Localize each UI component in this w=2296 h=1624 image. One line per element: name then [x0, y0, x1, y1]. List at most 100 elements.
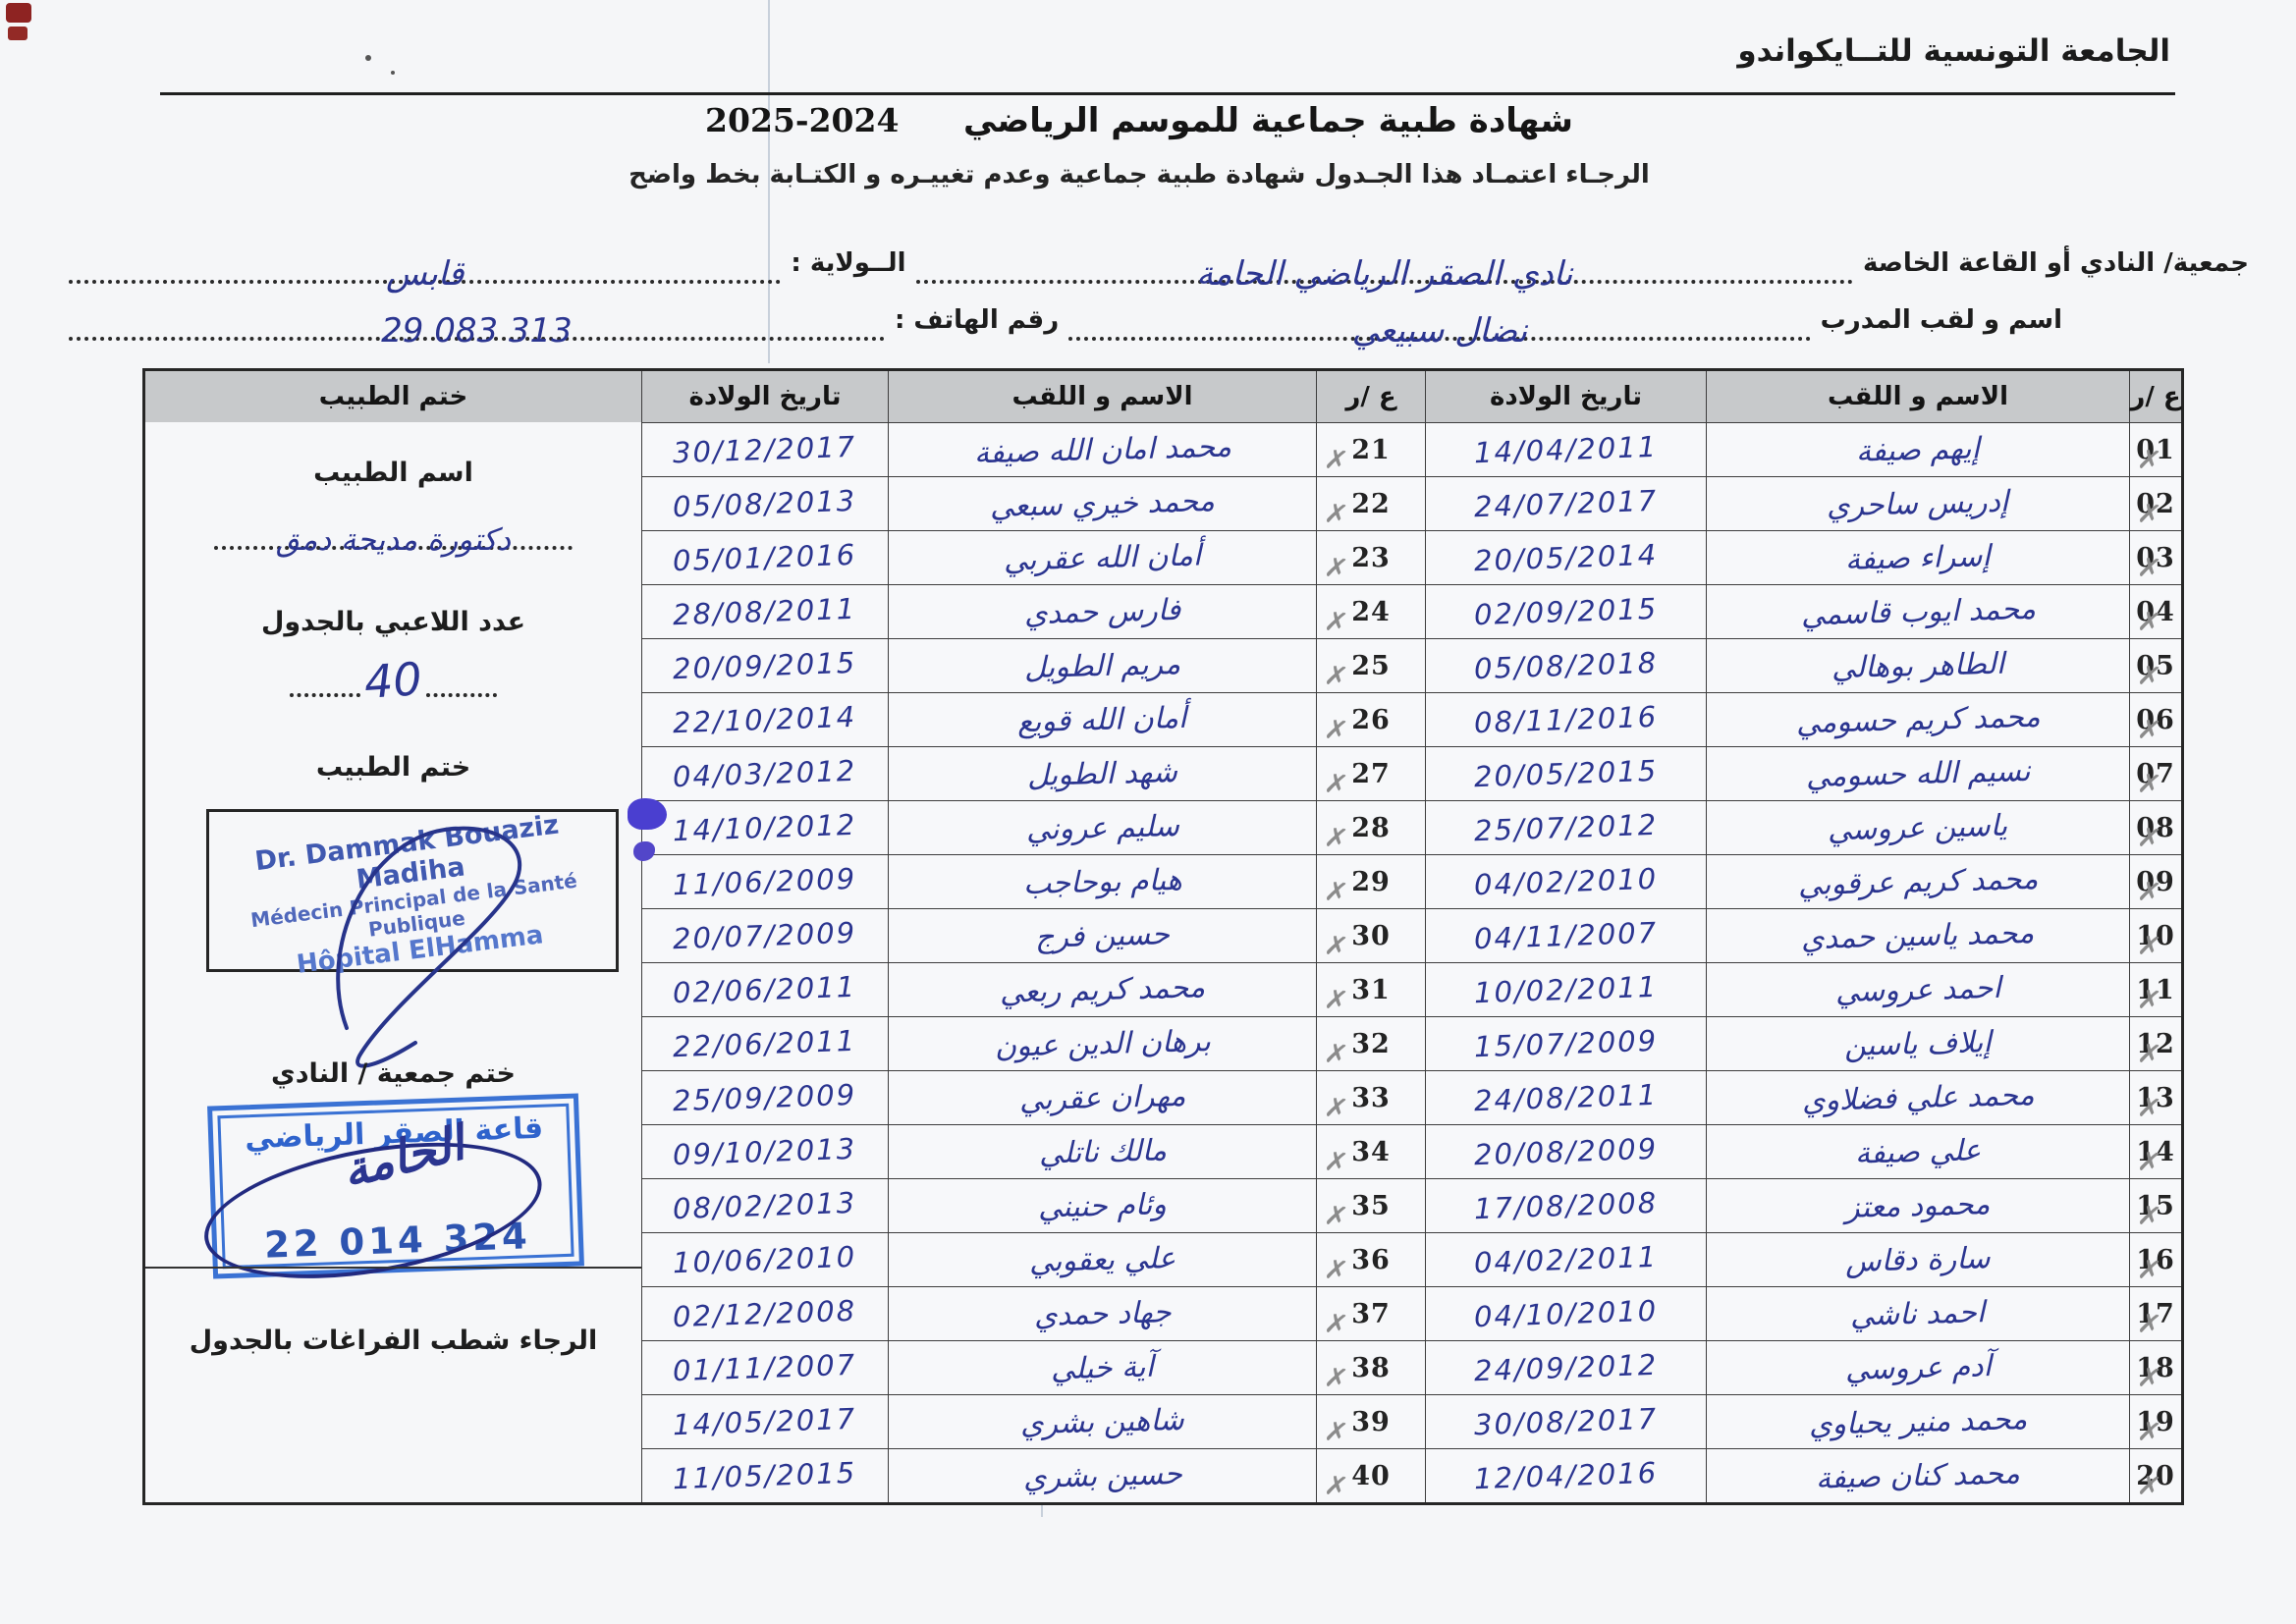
header-dob-left: تاريخ الولادة — [642, 371, 888, 422]
player-name-cell-handwritten: مريم الطويل — [1023, 646, 1181, 685]
phone-handwritten-value: 29 083 313 — [381, 311, 573, 351]
player-name-cell-handwritten: فارس حمدي — [1023, 592, 1181, 631]
player-name-cell-handwritten: شاهين بشري — [1019, 1402, 1185, 1441]
birth-date-cell-handwritten: 20/07/2009 — [672, 915, 858, 956]
birth-date-cell: 24/09/2012 — [1426, 1341, 1706, 1394]
handwritten-x-mark: ✗ — [2135, 442, 2164, 478]
player-name-cell: وئام حنيني — [889, 1179, 1316, 1232]
ink-blot — [633, 841, 655, 861]
handwritten-x-mark: ✗ — [1322, 712, 1351, 748]
player-name-cell: مهران عقربي — [889, 1071, 1316, 1124]
birth-date-cell: 20/09/2015 — [642, 639, 888, 692]
player-name-cell-handwritten: وئام حنيني — [1037, 1186, 1168, 1225]
birth-date-cell-handwritten: 10/06/2010 — [672, 1239, 858, 1280]
state-label: الــولاية : — [791, 248, 906, 278]
player-name-cell: محمد ايوب قاسمي — [1707, 585, 2129, 638]
handwritten-x-mark: ✗ — [1322, 1468, 1351, 1504]
row-number-cell: 26 ✗ — [1317, 693, 1425, 748]
birth-date-cell: 04/02/2011 — [1426, 1233, 1706, 1286]
player-name-cell: جهاد حمدي — [889, 1287, 1316, 1340]
handwritten-x-mark: ✗ — [1322, 1306, 1351, 1342]
row-number-cell: 14 ✗ — [2130, 1125, 2181, 1180]
club-stamp-label: ختم جمعية / النادي — [270, 1058, 517, 1089]
player-name-cell-handwritten: علي صيفة — [1854, 1132, 1982, 1171]
birth-date-cell: 08/02/2013 — [642, 1179, 888, 1232]
player-name-cell: مالك ناتلي — [889, 1125, 1316, 1178]
row-number-cell: 36 ✗ — [1317, 1233, 1425, 1288]
player-name-cell: محمد منير يحياوي — [1707, 1395, 2129, 1448]
players-grid: ع /ر الاسم و اللقب تاريخ الولادة ع /ر ال… — [642, 371, 2181, 1504]
handwritten-x-mark: ✗ — [1322, 1036, 1351, 1072]
handwritten-x-mark: ✗ — [1322, 982, 1351, 1018]
note-divider — [145, 1267, 641, 1269]
birth-date-cell-handwritten: 11/05/2015 — [672, 1455, 858, 1496]
player-name-cell-handwritten: شهد الطويل — [1026, 754, 1178, 793]
birth-date-cell: 05/08/2013 — [642, 477, 888, 530]
row-number-cell: 35 ✗ — [1317, 1179, 1425, 1234]
birth-date-cell: 20/05/2014 — [1426, 531, 1706, 584]
coach-phone-row: اسم و لقب المدرب نضال سبيعي رقم الهاتف :… — [59, 286, 2062, 351]
scan-dot — [391, 71, 395, 75]
club-label: جمعية/ النادي أو القاعة الخاصة — [1863, 248, 2249, 278]
player-name-cell-handwritten: الطاهر بوهالي — [1831, 646, 2005, 685]
handwritten-x-mark: ✗ — [1322, 658, 1351, 694]
handwritten-x-mark: ✗ — [2135, 712, 2164, 748]
birth-date-cell-handwritten: 24/09/2012 — [1473, 1347, 1659, 1388]
header-name-left: الاسم و اللقب — [889, 371, 1316, 422]
player-name-cell: احمد ناشي — [1707, 1287, 2129, 1340]
coach-label: اسم و لقب المدرب — [1820, 305, 2062, 335]
birth-date-cell-handwritten: 02/12/2008 — [672, 1293, 858, 1334]
header-name-right: الاسم و اللقب — [1707, 371, 2129, 422]
header-dob-right: تاريخ الولادة — [1426, 371, 1706, 422]
row-number-cell: 09 ✗ — [2130, 855, 2181, 910]
row-number-cell: 34 ✗ — [1317, 1125, 1425, 1180]
blank-cells-note: الرجاء شطب الفراغات بالجدول — [189, 1326, 598, 1356]
row-number-cell: 30 ✗ — [1317, 909, 1425, 964]
birth-date-cell-handwritten: 05/01/2016 — [672, 537, 858, 578]
player-name-cell: حسين بشري — [889, 1449, 1316, 1502]
birth-date-cell-handwritten: 04/02/2010 — [1473, 861, 1659, 902]
coach-handwritten-value: نضال سبيعي — [1351, 311, 1528, 351]
player-name-cell: إيلاف ياسين — [1707, 1017, 2129, 1070]
row-number-cell: 08 ✗ — [2130, 801, 2181, 856]
player-name-cell-handwritten: آدم عروسي — [1844, 1348, 1992, 1387]
row-number-cell: 01 ✗ — [2130, 423, 2181, 478]
row-number-cell: 07 ✗ — [2130, 747, 2181, 802]
birth-date-cell-handwritten: 15/07/2009 — [1473, 1023, 1659, 1064]
club-stamp: قاعة الصقر الرياضي الحامة 22 014 324 — [193, 1093, 584, 1302]
row-number-cell: 40 ✗ — [1317, 1449, 1425, 1504]
birth-date-cell-handwritten: 14/04/2011 — [1473, 429, 1659, 470]
birth-date-cell: 10/02/2011 — [1426, 963, 1706, 1016]
row-number-cell: 31 ✗ — [1317, 963, 1425, 1018]
player-name-cell: هيام بوحاجب — [889, 855, 1316, 908]
player-name-cell-handwritten: محمود معتز — [1844, 1186, 1992, 1225]
player-name-cell-handwritten: حسين فرج — [1034, 916, 1171, 955]
player-name-cell: حسين فرج — [889, 909, 1316, 962]
player-name-cell-handwritten: إسراء صيفة — [1844, 538, 1992, 577]
birth-date-cell: 30/12/2017 — [642, 423, 888, 476]
handwritten-x-mark: ✗ — [1322, 604, 1351, 640]
row-number-cell: 04 ✗ — [2130, 585, 2181, 640]
birth-date-cell-handwritten: 12/04/2016 — [1473, 1455, 1659, 1496]
dotted-leader — [425, 693, 497, 697]
player-name-cell-handwritten: محمد امان الله صيفة — [973, 429, 1231, 470]
handwritten-x-mark: ✗ — [2135, 928, 2164, 964]
handwritten-x-mark: ✗ — [2135, 496, 2164, 532]
handwritten-x-mark: ✗ — [2135, 658, 2164, 694]
birth-date-cell-handwritten: 25/07/2012 — [1473, 807, 1659, 848]
player-name-cell: شهد الطويل — [889, 747, 1316, 800]
row-number-cell: 19 ✗ — [2130, 1395, 2181, 1450]
player-name-cell: برهان الدين عيون — [889, 1017, 1316, 1070]
row-number-cell: 27 ✗ — [1317, 747, 1425, 802]
handwritten-x-mark: ✗ — [2135, 1198, 2164, 1234]
player-name-cell-handwritten: إيهم صيفة — [1855, 430, 1981, 469]
dotted-leader — [290, 693, 361, 697]
handwritten-x-mark: ✗ — [2135, 1252, 2164, 1288]
player-name-cell: سارة دقاس — [1707, 1233, 2129, 1286]
birth-date-cell: 02/06/2011 — [642, 963, 888, 1016]
row-number-cell: 33 ✗ — [1317, 1071, 1425, 1126]
birth-date-cell-handwritten: 04/10/2010 — [1473, 1293, 1659, 1334]
birth-date-cell-handwritten: 08/02/2013 — [672, 1185, 858, 1226]
handwritten-x-mark: ✗ — [1322, 928, 1351, 964]
scan-dot — [365, 55, 371, 61]
